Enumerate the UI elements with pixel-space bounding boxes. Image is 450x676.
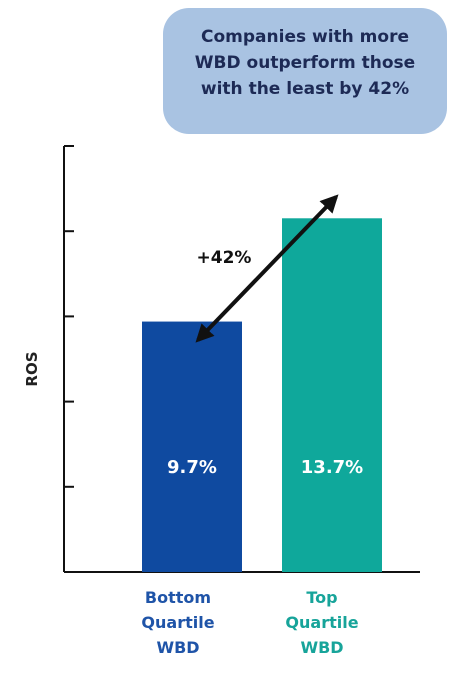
callout-bubble: Companies with more WBD outperform those… (163, 8, 447, 134)
data-label-top-quartile: 13.7% (301, 457, 363, 478)
growth-double-arrow (195, 194, 339, 343)
growth-annotation-label: +42% (197, 248, 252, 268)
category-label-bottom-quartile: Bottom Quartile WBD (141, 588, 215, 657)
data-label-bottom-quartile: 9.7% (167, 457, 217, 478)
bar-top-quartile (282, 218, 382, 573)
category-label-top-quartile: Top Quartile WBD (285, 588, 359, 657)
callout-text: Companies with more WBD outperform those… (194, 27, 416, 99)
bar-bottom-quartile (142, 321, 242, 572)
